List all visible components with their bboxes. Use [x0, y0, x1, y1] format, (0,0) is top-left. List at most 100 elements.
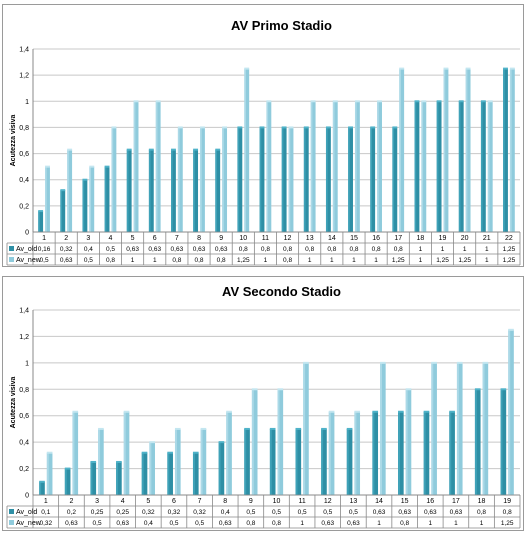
- x-tick-label: 19: [439, 235, 447, 242]
- data-label: 0,8: [283, 246, 292, 253]
- bar-av-old: [346, 427, 353, 495]
- bar-av-old: [281, 126, 287, 232]
- data-label: 0,8: [372, 246, 381, 253]
- data-label: 0,5: [323, 509, 332, 516]
- chart-panel-secondo: AV Secondo Stadio Acutezza visiva 0 0,2 0,4 0…: [2, 276, 524, 531]
- data-label: 0,32: [193, 509, 206, 516]
- y-tick-label: 0,6: [19, 413, 29, 420]
- x-tick-label: 5: [146, 498, 150, 505]
- data-label: 1: [485, 246, 489, 253]
- bar-av-old: [126, 148, 132, 232]
- bar-av-old: [449, 410, 455, 495]
- data-label: 0,63: [60, 257, 73, 264]
- x-tick-label: 14: [328, 235, 336, 242]
- bar-av-new: [111, 126, 117, 232]
- legend-swatch: [9, 509, 14, 514]
- bar-av-new: [222, 126, 228, 232]
- bar-av-old: [303, 126, 309, 232]
- data-label: 0,8: [327, 246, 336, 253]
- bar-av-new: [45, 165, 50, 232]
- data-label: 0,5: [84, 257, 93, 264]
- bar-av-new: [288, 126, 294, 232]
- bar-av-new: [67, 148, 73, 232]
- bar-av-new: [200, 427, 207, 495]
- data-label: 1: [377, 520, 381, 527]
- data-label: 0,1: [41, 509, 50, 516]
- data-label: 0,8: [503, 509, 512, 516]
- y-tick-label: 1,4: [19, 47, 29, 54]
- x-tick-label: 3: [86, 235, 90, 242]
- y-tick-label: 0: [25, 493, 29, 500]
- bar-av-old: [325, 126, 331, 232]
- data-label: 0,63: [193, 246, 206, 253]
- data-label: 1,25: [501, 520, 514, 527]
- data-label: 0,25: [91, 509, 104, 516]
- bar-av-old: [392, 126, 398, 232]
- data-label: 0,63: [321, 520, 334, 527]
- x-tick-label: 2: [64, 235, 68, 242]
- data-label: 0,63: [171, 246, 184, 253]
- x-tick-label: 6: [153, 235, 157, 242]
- data-label: 0,63: [373, 509, 386, 516]
- bar-av-new: [508, 328, 514, 495]
- x-tick-label: 19: [503, 498, 511, 505]
- x-tick-label: 11: [298, 498, 305, 505]
- bar-av-old: [348, 126, 353, 232]
- bar-av-new: [465, 67, 471, 232]
- data-label: 1,25: [503, 257, 516, 264]
- bar-av-old: [480, 100, 486, 233]
- x-tick-label: 17: [452, 498, 460, 505]
- data-label: 0,4: [221, 509, 230, 516]
- bar-av-old: [39, 480, 45, 495]
- bar-av-new: [443, 67, 449, 232]
- data-label: 1,25: [392, 257, 405, 264]
- bar-av-old: [259, 126, 265, 232]
- data-label: 0,5: [93, 520, 102, 527]
- bar-av-new: [421, 100, 427, 233]
- y-tick-label: 0,6: [19, 151, 29, 158]
- x-tick-label: 12: [284, 235, 292, 242]
- data-label: 1,25: [436, 257, 449, 264]
- data-label: 0,5: [298, 509, 307, 516]
- chart-panel-primo: AV Primo Stadio Acutezza visiva 0 0,2 0,4 0,6…: [2, 4, 524, 267]
- y-tick-label: 1,2: [19, 73, 29, 80]
- data-label: 0,32: [60, 246, 73, 253]
- bar-av-old: [193, 148, 199, 232]
- bar-av-new: [98, 427, 104, 495]
- x-tick-label: 17: [394, 235, 402, 242]
- data-label: 0,5: [106, 246, 115, 253]
- data-label: 0,8: [194, 257, 203, 264]
- bar-av-new: [303, 361, 309, 495]
- data-label: 0,63: [398, 509, 411, 516]
- bar-av-old: [500, 388, 507, 495]
- bar-av-old: [192, 451, 199, 495]
- legend-label: Av_new: [16, 257, 42, 264]
- data-label: 0,5: [195, 520, 204, 527]
- bar-av-old: [215, 148, 221, 232]
- data-label: 0,8: [261, 246, 270, 253]
- x-tick-label: 22: [505, 235, 513, 242]
- bar-av-old: [503, 67, 508, 232]
- data-label: 1: [419, 246, 423, 253]
- x-tick-label: 4: [121, 498, 125, 505]
- bar-av-old: [104, 165, 110, 232]
- y-tick-label: 1: [25, 360, 29, 367]
- data-label: 1: [463, 246, 467, 253]
- x-tick-label: 8: [197, 235, 201, 242]
- legend-label: Av_old: [16, 246, 37, 253]
- legend-label: Av_old: [16, 509, 37, 516]
- legend-swatch: [9, 246, 14, 251]
- x-tick-label: 14: [375, 498, 383, 505]
- y-tick-label: 0,8: [19, 125, 29, 132]
- data-label: 0,63: [65, 520, 78, 527]
- bar-av-old: [141, 451, 148, 495]
- y-tick-label: 0,8: [19, 387, 29, 394]
- bar-av-new: [456, 361, 463, 495]
- bar-av-new: [244, 67, 250, 232]
- y-tick-label: 1,2: [19, 334, 29, 341]
- x-tick-label: 12: [324, 498, 332, 505]
- x-tick-label: 7: [175, 235, 179, 242]
- bar-av-new: [177, 126, 183, 232]
- bar-av-old: [148, 148, 154, 232]
- x-tick-label: 4: [109, 235, 113, 242]
